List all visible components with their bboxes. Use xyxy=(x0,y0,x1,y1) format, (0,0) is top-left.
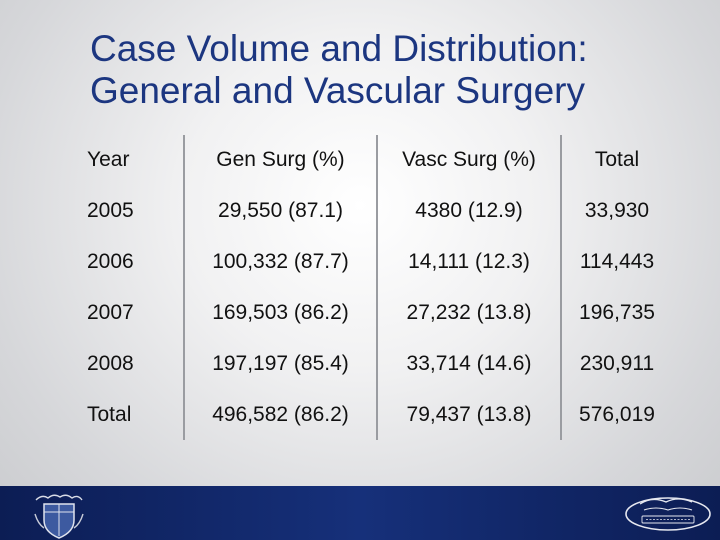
table-header-row: Year Gen Surg (%) Vasc Surg (%) Total xyxy=(67,135,672,185)
cell-vasc-surg: 4380 (12.9) xyxy=(377,185,562,236)
footer-band xyxy=(0,486,720,540)
cell-total: 33,930 xyxy=(584,198,650,222)
cell-vasc-surg: 27,232 (13.8) xyxy=(377,287,562,338)
table-row: 2006 100,332 (87.7) 14,111 (12.3) 114,44… xyxy=(67,236,672,287)
slide-title: Case Volume and Distribution: General an… xyxy=(90,28,690,112)
cell-total: 576,019 xyxy=(579,402,655,426)
cell-year: 2005 xyxy=(67,185,185,236)
title-line-2: General and Vascular Surgery xyxy=(90,70,585,111)
header-year: Year xyxy=(67,135,185,185)
cell-total: 114,443 xyxy=(579,249,655,273)
cell-gen-surg: 100,332 (87.7) xyxy=(184,236,378,287)
title-line-1: Case Volume and Distribution: xyxy=(90,28,588,69)
cell-gen-surg: 29,550 (87.1) xyxy=(184,185,378,236)
cell-year: 2007 xyxy=(67,287,185,338)
crest-logo-icon xyxy=(34,494,84,539)
header-total: Total xyxy=(594,148,640,171)
henry-ford-health-system-logo xyxy=(625,497,711,531)
cell-vasc-surg: 33,714 (14.6) xyxy=(377,338,562,389)
cell-total: 196,735 xyxy=(579,300,655,324)
cell-year: 2008 xyxy=(67,338,185,389)
cell-gen-surg: 496,582 (86.2) xyxy=(184,389,378,440)
cell-vasc-surg: 79,437 (13.8) xyxy=(377,389,562,440)
header-vasc-surg: Vasc Surg (%) xyxy=(377,135,562,185)
header-gen-surg: Gen Surg (%) xyxy=(184,135,378,185)
table-row: 2008 197,197 (85.4) 33,714 (14.6) 230,91… xyxy=(67,338,672,389)
table-row: 2007 169,503 (86.2) 27,232 (13.8) 196,73… xyxy=(67,287,672,338)
cell-gen-surg: 169,503 (86.2) xyxy=(184,287,378,338)
cell-vasc-surg: 14,111 (12.3) xyxy=(377,236,562,287)
table-row: Total 496,582 (86.2) 79,437 (13.8) 576,0… xyxy=(67,389,672,440)
cell-gen-surg: 197,197 (85.4) xyxy=(184,338,378,389)
cell-total: 230,911 xyxy=(579,351,655,375)
table-row: 2005 29,550 (87.1) 4380 (12.9) 33,930 xyxy=(67,185,672,236)
case-volume-table: Year Gen Surg (%) Vasc Surg (%) Total 20… xyxy=(67,135,672,440)
cell-year: Total xyxy=(67,389,185,440)
cell-year: 2006 xyxy=(67,236,185,287)
